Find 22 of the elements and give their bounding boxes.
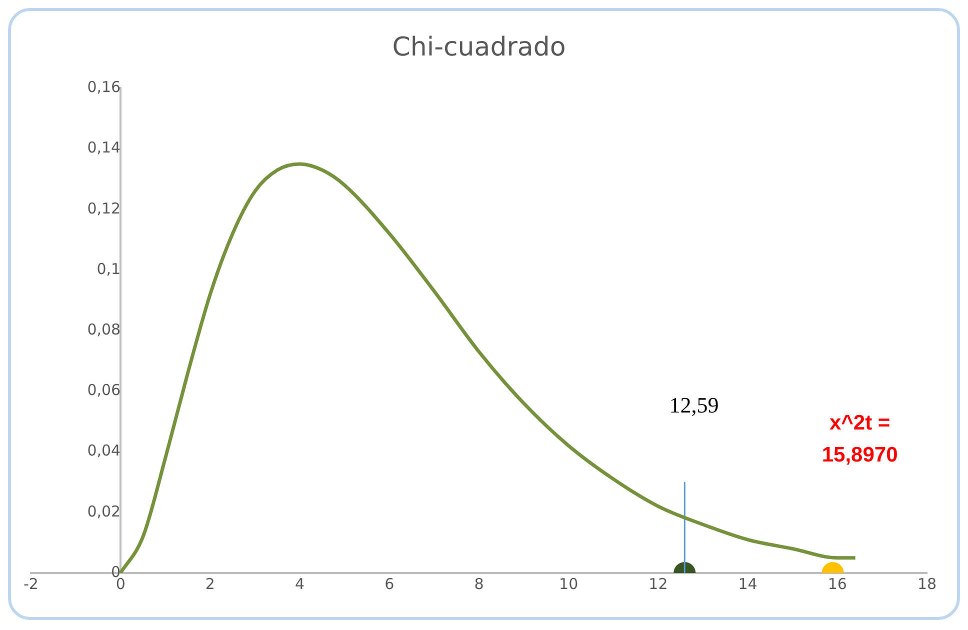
y-tick-label: 0,14 [87, 138, 121, 157]
y-tick-label: 0,16 [87, 78, 121, 96]
x-tick-label: 4 [295, 574, 305, 593]
y-tick-label: 0,1 [96, 260, 121, 278]
x-tick-label: 8 [474, 574, 484, 593]
y-tick-label: 0,04 [87, 442, 121, 460]
annotation: x^2t = 15,8970 [822, 412, 898, 467]
x-tick-label: 18 [917, 574, 937, 593]
y-tick-label: 0,06 [87, 381, 121, 400]
y-tick-label: 0,08 [87, 320, 121, 338]
x-tick-label: 10 [559, 574, 578, 593]
y-tick-label: 0,02 [87, 502, 121, 520]
x-tick-label: 2 [205, 574, 215, 593]
x-tick-label: 16 [828, 574, 847, 593]
x-tick-label: 12 [648, 574, 668, 593]
x-tick-label: 14 [738, 574, 758, 593]
annotation: 12,59 [669, 392, 719, 418]
rounded-frame: Chi-cuadrado -2 0 2 4 6 8 10 12 14 16 18 0 0,02 0,04 0,06 0,08 0,1 0,12 0,14 0,16 12,59 x^2t = 15,8970 [8, 8, 960, 620]
y-tick-label: 0,12 [87, 199, 121, 218]
x-tick-label: 6 [384, 574, 394, 593]
x-tick-label: -2 [24, 574, 38, 593]
chart-title: Chi-cuadrado [392, 32, 566, 62]
